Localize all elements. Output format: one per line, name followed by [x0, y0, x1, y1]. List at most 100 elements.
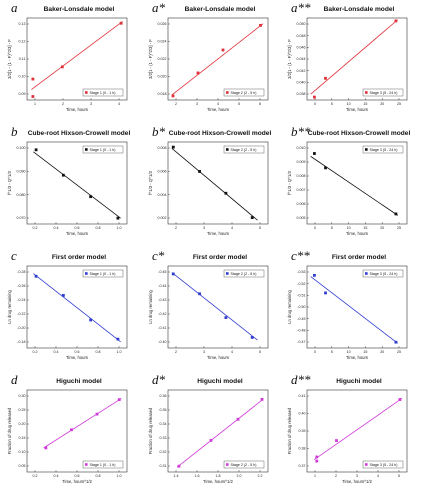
x-tick-label: 0: [314, 226, 316, 230]
x-axis-label: Time, hours^1/2: [203, 479, 233, 484]
y-tick-label: 0.008: [297, 174, 306, 178]
fit-line: [33, 273, 121, 343]
y-tick-label: 0.022: [158, 57, 167, 61]
fit-line: [176, 399, 264, 468]
legend-box: [82, 460, 124, 469]
panel-title: First order model: [332, 254, 386, 261]
x-tick-label: 6: [259, 102, 261, 106]
data-point: [394, 19, 398, 23]
y-tick-label: 0.100: [17, 146, 26, 150]
y-tick-label: 0.050: [297, 22, 306, 26]
x-tick-label: 25: [397, 350, 401, 354]
x-tick-label: 20: [380, 350, 384, 354]
fit-line: [310, 19, 399, 95]
y-tick-label: -0.47: [297, 340, 305, 344]
x-tick-label: 3: [90, 102, 92, 106]
legend-marker: [365, 91, 368, 94]
y-tick-label: 0.002: [158, 216, 167, 220]
y-tick-label: 0.040: [297, 81, 306, 85]
x-tick-label: 5: [259, 226, 261, 230]
panel-letter: c*: [152, 248, 165, 263]
x-tick-label: 0.2: [33, 350, 38, 354]
chart-panel: b**Cube-root Hixson-Crowell model 0 5 10 15 2…: [287, 124, 410, 236]
y-tick-label: -0.53: [297, 270, 305, 274]
legend-box: [223, 145, 265, 154]
panel-letter: d*: [152, 372, 166, 387]
fit-line: [171, 23, 264, 96]
data-point: [34, 148, 38, 152]
x-tick-label: 0.8: [96, 474, 101, 478]
legend-label: Stage 3 (5 - 24 h): [370, 91, 398, 95]
legend-box: [362, 460, 404, 469]
x-tick-label: 0.8: [96, 350, 101, 354]
legend-label: Stage 2 (2 - 5 h): [231, 91, 257, 95]
x-tick-label: 5: [238, 102, 240, 106]
y-tick-label: 0.41: [299, 394, 306, 398]
data-point: [250, 336, 254, 339]
data-point: [89, 195, 93, 199]
y-tick-label: -0.22: [17, 312, 25, 316]
panel-letter: c: [11, 248, 17, 263]
data-point: [31, 77, 35, 81]
legend-marker: [365, 272, 368, 275]
panel-title: Higuchi model: [336, 378, 382, 385]
y-tick-label: 0.35: [160, 408, 167, 412]
plot-frame: [306, 389, 408, 473]
x-tick-label: 5: [331, 226, 333, 230]
x-tick-label: 0.6: [75, 474, 80, 478]
y-tick-label: -0.28: [17, 270, 25, 274]
y-tick-label: -0.44: [158, 284, 166, 288]
data-point: [324, 76, 327, 80]
y-tick-label: 0.32: [160, 450, 167, 454]
data-point: [335, 439, 338, 442]
legend-label: Stage 1 (0 - 1 h): [90, 463, 116, 467]
fit-line: [33, 151, 121, 219]
y-tick-label: -0.43: [158, 298, 166, 302]
y-tick-label: 0.046: [297, 46, 306, 50]
x-tick-label: 1.8: [216, 474, 221, 478]
y-tick-label: 0.10: [19, 450, 26, 454]
y-axis-label: f^1/3 - Q^1/3: [148, 170, 153, 194]
y-tick-label: 0.33: [160, 436, 167, 440]
legend: Stage 2 (2 - 5 h): [223, 460, 265, 469]
y-tick-label: 0.10: [19, 75, 26, 79]
panel-title: Cube-root Hixson-Crowell model: [169, 130, 272, 137]
x-axis-label: Time, hours: [346, 231, 368, 236]
y-tick-label: 0.010: [297, 146, 306, 150]
plot-frame: [167, 265, 269, 349]
legend-label: Stage 2 (2 - 5 h): [231, 148, 257, 152]
y-tick-label: 0.11: [19, 57, 26, 61]
data-point: [119, 21, 123, 25]
chart-panel: a* Baker-Lonsdale model 2 3 4 5 6 0.018 0.020 0.0…: [148, 0, 269, 112]
x-tick-label: 10: [347, 102, 351, 106]
y-tick-label: -0.48: [297, 329, 305, 333]
data-point: [116, 337, 120, 341]
chart-panel: c First order model 0.2 0.4 0.6 0.8 1.0 -0.18 -0…: [7, 248, 128, 360]
legend: Stage 1 (0 - 1 h): [82, 145, 124, 154]
y-axis-label: Fraction of drug released: [7, 407, 12, 454]
legend-label: Stage 1 (0 - 1 h): [90, 148, 116, 152]
panel-title: Cube-root Hixson-Crowell model: [308, 130, 411, 137]
y-tick-label: -0.40: [158, 340, 166, 344]
x-tick-label: 0.6: [75, 226, 80, 230]
legend-box: [362, 145, 404, 154]
x-axis-label: Time, hours: [66, 231, 88, 236]
chart-panel: d** Higuchi model 1 2 3 4 5 0.37 0.38 0.39 0.40 0.4…: [287, 372, 408, 484]
legend-box: [82, 269, 124, 278]
y-tick-label: 0.36: [160, 394, 167, 398]
x-tick-label: 3: [203, 226, 205, 230]
data-point: [60, 65, 64, 69]
data-point: [196, 71, 200, 75]
y-tick-label: 0.024: [158, 40, 167, 44]
legend-label: Stage 1 (0 - 1 h): [90, 272, 116, 276]
x-tick-label: 0: [314, 102, 316, 106]
plot-frame: [167, 141, 269, 225]
data-point: [171, 272, 175, 276]
y-tick-label: 0.005: [297, 216, 306, 220]
data-point: [259, 23, 262, 27]
legend-marker: [226, 272, 229, 275]
y-tick-label: 0.30: [19, 394, 26, 398]
panel-title: First order model: [193, 254, 247, 261]
panel-title: Baker-Lonsdale model: [185, 6, 256, 13]
